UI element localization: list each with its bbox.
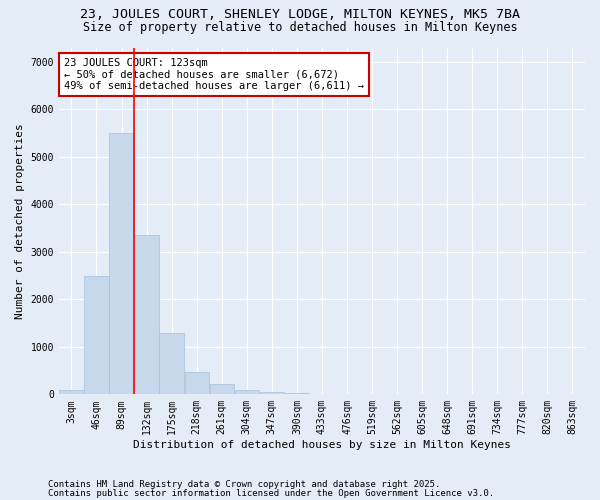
Bar <box>134 235 159 394</box>
Text: Contains public sector information licensed under the Open Government Licence v3: Contains public sector information licen… <box>48 489 494 498</box>
Bar <box>260 392 284 394</box>
Y-axis label: Number of detached properties: Number of detached properties <box>15 123 25 319</box>
Text: Contains HM Land Registry data © Crown copyright and database right 2025.: Contains HM Land Registry data © Crown c… <box>48 480 440 489</box>
X-axis label: Distribution of detached houses by size in Milton Keynes: Distribution of detached houses by size … <box>133 440 511 450</box>
Bar <box>185 372 209 394</box>
Bar <box>285 392 309 394</box>
Bar <box>209 384 234 394</box>
Text: Size of property relative to detached houses in Milton Keynes: Size of property relative to detached ho… <box>83 21 517 34</box>
Text: 23 JOULES COURT: 123sqm
← 50% of detached houses are smaller (6,672)
49% of semi: 23 JOULES COURT: 123sqm ← 50% of detache… <box>64 58 364 91</box>
Bar <box>109 133 134 394</box>
Bar <box>160 332 184 394</box>
Bar <box>235 390 259 394</box>
Bar <box>59 390 83 394</box>
Text: 23, JOULES COURT, SHENLEY LODGE, MILTON KEYNES, MK5 7BA: 23, JOULES COURT, SHENLEY LODGE, MILTON … <box>80 8 520 20</box>
Bar <box>85 276 109 394</box>
